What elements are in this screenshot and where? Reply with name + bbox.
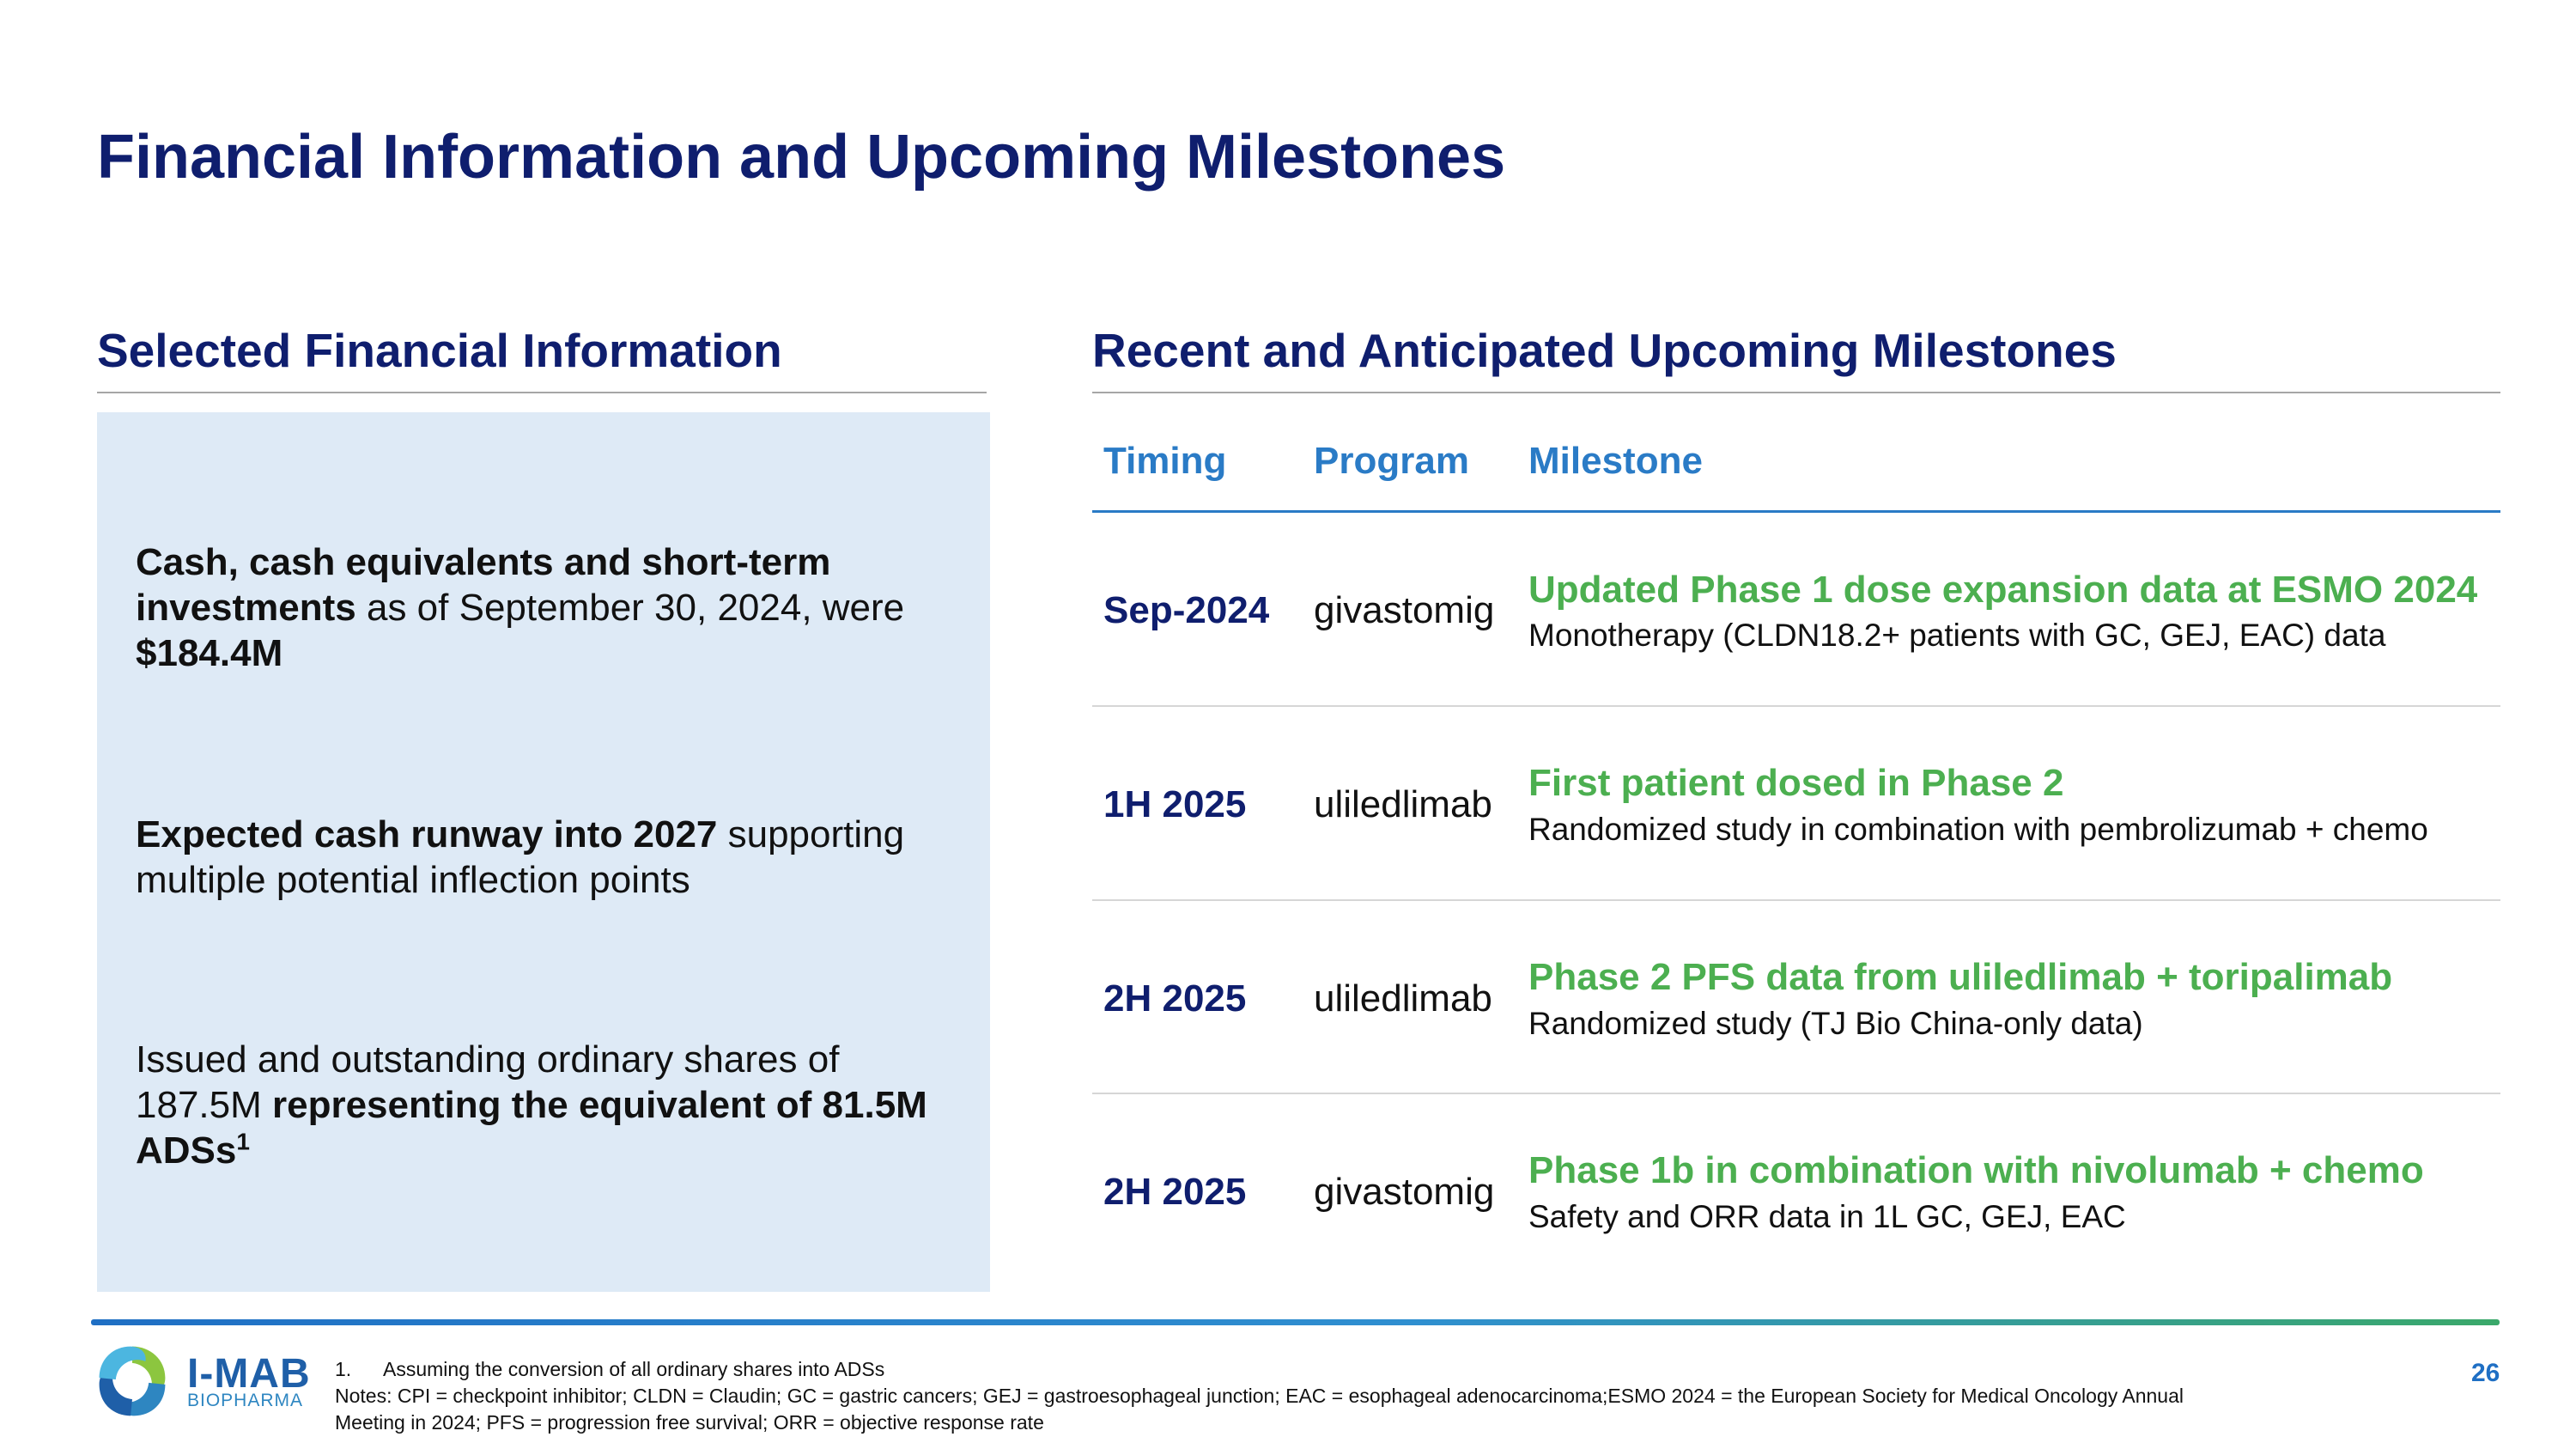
row-program: givastomig	[1314, 1171, 1495, 1213]
col-head-timing: Timing	[1103, 440, 1227, 482]
runway-label: Expected cash runway into 2027	[136, 813, 718, 855]
slide-title: Financial Information and Upcoming Miles…	[97, 123, 1506, 192]
col-head-program: Program	[1314, 440, 1469, 482]
footer-gradient-bar	[91, 1319, 2500, 1325]
row-milestone-title: First patient dosed in Phase 2	[1528, 762, 2064, 804]
row-milestone-title: Phase 1b in combination with nivolumab +…	[1528, 1149, 2424, 1191]
milestones-heading: Recent and Anticipated Upcoming Mileston…	[1092, 324, 2117, 377]
row-timing: 2H 2025	[1103, 977, 1247, 1020]
shares-item: Issued and outstanding ordinary shares o…	[136, 1037, 960, 1173]
shares-label: representing the equivalent of 81.5M ADS…	[136, 1084, 927, 1172]
notes-line-2: Meeting in 2024; PFS = progression free …	[335, 1411, 1044, 1434]
financial-panel: Cash, cash equivalents and short-term in…	[97, 412, 990, 1292]
row-timing: 2H 2025	[1103, 1171, 1247, 1213]
footnote-text: Assuming the conversion of all ordinary …	[383, 1358, 885, 1380]
notes-line-1: Notes: CPI = checkpoint inhibitor; CLDN …	[335, 1385, 2184, 1407]
row-milestone-desc: Randomized study in combination with pem…	[1528, 812, 2428, 847]
footnote-1: 1. Assuming the conversion of all ordinar…	[335, 1358, 884, 1381]
cash-label: Cash, cash equivalents and short-term in…	[136, 541, 831, 629]
col-head-milestone: Milestone	[1528, 440, 1703, 482]
row-separator	[1092, 899, 2500, 901]
row-milestone-desc: Safety and ORR data in 1L GC, GEJ, EAC	[1528, 1199, 2126, 1234]
row-program: givastomig	[1314, 589, 1495, 631]
financial-heading-rule	[97, 392, 987, 393]
milestones-heading-rule	[1092, 392, 2500, 393]
cash-value: $184.4M	[136, 632, 283, 674]
page-number: 26	[2471, 1359, 2500, 1387]
logo-wordmark: I-MAB	[187, 1351, 311, 1397]
shares-text: Issued and outstanding ordinary shares o…	[136, 1038, 840, 1126]
row-separator	[1092, 705, 2500, 707]
row-milestone-title: Phase 2 PFS data from uliledlimab + tori…	[1528, 956, 2393, 998]
row-program: uliledlimab	[1314, 977, 1492, 1020]
row-program: uliledlimab	[1314, 783, 1492, 825]
imab-logo-icon	[99, 1346, 166, 1416]
footnote-number: 1.	[335, 1358, 352, 1380]
runway-text: supporting multiple potential inflection…	[136, 813, 905, 901]
shares-footnote-ref: 1	[236, 1128, 250, 1155]
logo-subtitle: BIOPHARMA	[187, 1391, 304, 1410]
cash-item: Cash, cash equivalents and short-term in…	[136, 539, 960, 676]
row-milestone-desc: Monotherapy (CLDN18.2+ patients with GC,…	[1528, 618, 2386, 653]
row-milestone-desc: Randomized study (TJ Bio China-only data…	[1528, 1006, 2143, 1041]
row-timing: 1H 2025	[1103, 783, 1247, 825]
row-timing: Sep-2024	[1103, 589, 1270, 631]
row-separator	[1092, 1093, 2500, 1094]
cash-text: as of September 30, 2024, were	[355, 587, 905, 629]
runway-item: Expected cash runway into 2027 supportin…	[136, 812, 960, 903]
row-milestone-title: Updated Phase 1 dose expansion data at E…	[1528, 569, 2478, 611]
financial-heading: Selected Financial Information	[97, 324, 782, 377]
table-header-rule	[1092, 510, 2500, 513]
